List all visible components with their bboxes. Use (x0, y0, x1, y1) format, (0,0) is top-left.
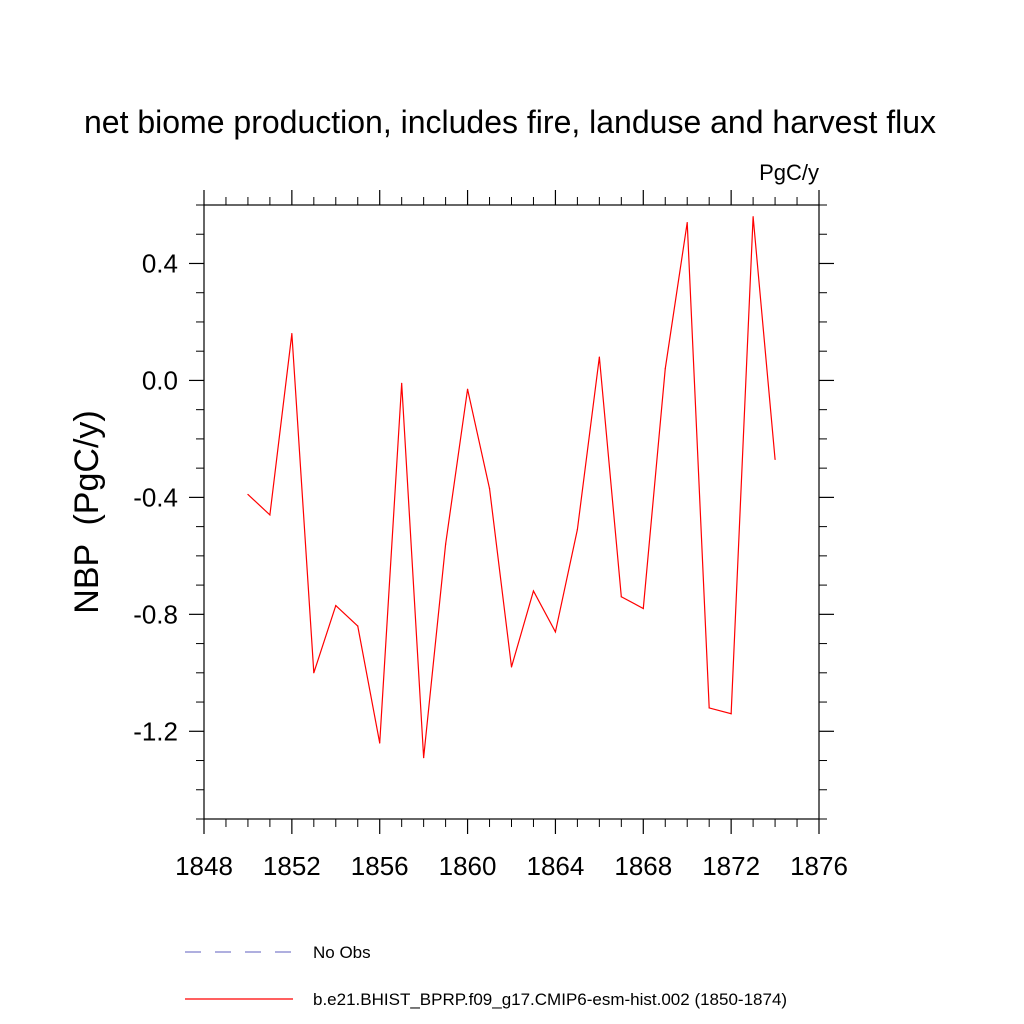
data-point (642, 607, 644, 610)
axis-ticks (189, 190, 834, 834)
legend-no-obs-label: No Obs (313, 943, 371, 962)
x-tick-label: 1864 (527, 851, 585, 881)
data-point (313, 672, 315, 674)
data-point (466, 388, 469, 390)
y-tick-label: -0.4 (133, 482, 178, 512)
axis-tick-labels: 1848 1852 1856 1860 1864 1868 1872 1876 0.4 0.0 -0… (133, 248, 848, 881)
series-layer (247, 216, 776, 759)
data-point (664, 368, 666, 370)
plot-frame (203, 204, 820, 820)
data-point (423, 757, 425, 759)
data-point (247, 493, 249, 496)
x-tick-label: 1876 (790, 851, 848, 881)
data-point (357, 625, 359, 627)
data-point (620, 596, 622, 598)
legend-model-label: b.e21.BHIST_BPRP.f09_g17.CMIP6-esm-hist.… (313, 990, 787, 1009)
data-point (708, 707, 710, 709)
units-label: PgC/y (759, 160, 819, 185)
x-tick-label: 1852 (263, 851, 321, 881)
data-point (335, 604, 337, 607)
series-line-0 (247, 216, 776, 758)
data-point (510, 666, 513, 668)
data-point (532, 590, 535, 592)
x-tick-label: 1872 (702, 851, 760, 881)
data-point (752, 216, 754, 218)
plot-area: 1848 1852 1856 1860 1864 1868 1872 1876 0.4 0.0 -0… (133, 190, 848, 881)
x-tick-label: 1868 (614, 851, 672, 881)
y-tick-label: 0.4 (142, 248, 178, 278)
data-point (554, 631, 557, 633)
y-tick-label: -1.2 (133, 716, 178, 746)
y-tick-label: -0.8 (133, 599, 178, 629)
data-point (686, 221, 688, 224)
chart-title: net biome production, includes fire, lan… (84, 104, 936, 140)
data-point (445, 543, 447, 545)
data-point (598, 356, 600, 358)
legend: No Obs b.e21.BHIST_BPRP.f09_g17.CMIP6-es… (185, 943, 787, 1009)
x-tick-label: 1848 (175, 851, 233, 881)
data-point (379, 742, 381, 744)
x-tick-label: 1860 (439, 851, 497, 881)
data-point (730, 713, 732, 715)
data-point (401, 382, 403, 384)
x-tick-label: 1856 (351, 851, 409, 881)
data-point (488, 488, 491, 490)
data-point (576, 528, 578, 531)
data-point (774, 458, 776, 460)
data-point (291, 333, 293, 335)
data-point (269, 514, 271, 516)
y-tick-label: 0.0 (142, 365, 178, 395)
y-axis-label: NBP (PgC/y) (68, 410, 106, 613)
